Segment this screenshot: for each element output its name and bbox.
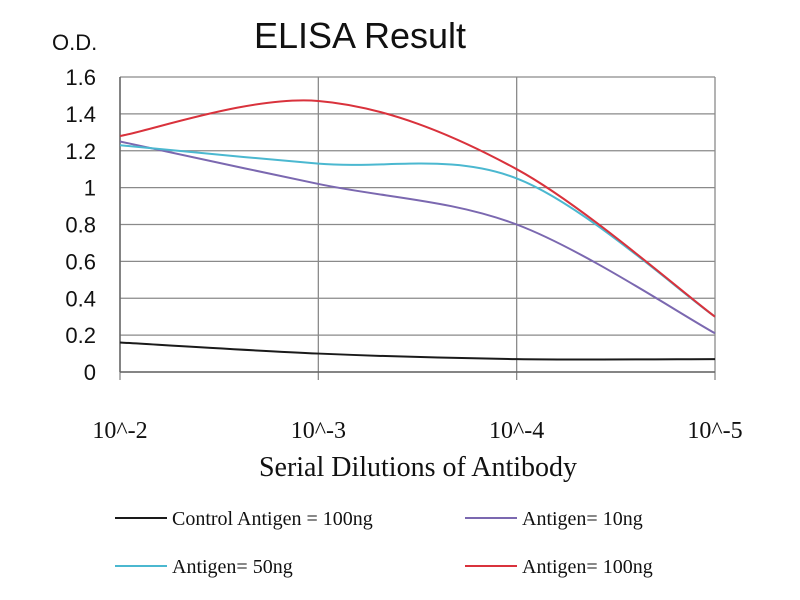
gridlines (119, 76, 716, 380)
x-axis-label: Serial Dilutions of Antibody (259, 452, 577, 483)
x-tick-label: 10^-3 (291, 418, 346, 444)
legend-label: Control Antigen = 100ng (172, 508, 373, 530)
legend-label: Antigen= 10ng (522, 508, 643, 530)
y-tick-label: 0.8 (65, 213, 96, 238)
series-line-0 (119, 341, 716, 361)
x-tick-label: 10^-4 (489, 418, 544, 444)
x-tick-label: 10^-2 (92, 418, 147, 444)
series-lines (119, 99, 716, 361)
y-tick-label: 1 (84, 176, 96, 201)
y-axis-label: O.D. (52, 30, 97, 55)
legend-label: Antigen= 50ng (172, 556, 293, 578)
series-line-3 (119, 99, 716, 318)
y-tick-label: 0.2 (65, 323, 96, 348)
y-tick-label: 1.2 (65, 139, 96, 164)
y-tick-label: 0 (84, 360, 96, 385)
y-tick-labels: 0 0.2 0.4 0.6 0.8 1 1.2 1.4 1.6 (65, 65, 96, 385)
series-line-2 (119, 144, 716, 318)
legend-label: Antigen= 100ng (522, 556, 653, 578)
y-tick-label: 0.4 (65, 286, 96, 311)
y-tick-label: 0.6 (65, 249, 96, 274)
x-tick-labels: 10^-2 10^-3 10^-4 10^-5 (92, 418, 742, 444)
legend: Control Antigen = 100ng Antigen= 10ng Anti… (115, 508, 653, 578)
y-tick-label: 1.4 (65, 102, 96, 127)
chart-title: ELISA Result (254, 15, 466, 56)
x-tick-label: 10^-5 (687, 418, 742, 444)
y-tick-label: 1.6 (65, 65, 96, 90)
series-line-1 (119, 140, 716, 335)
